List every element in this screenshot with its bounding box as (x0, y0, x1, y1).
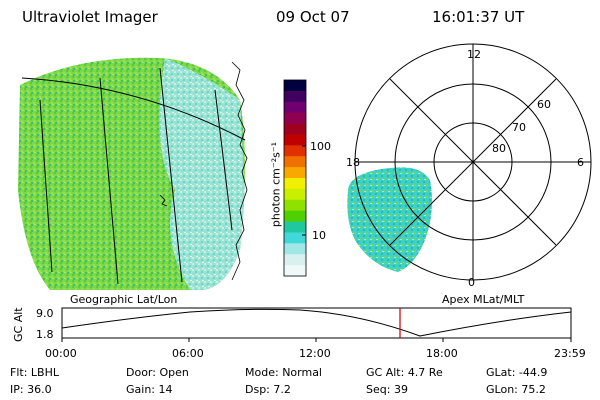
orbit-plot (61, 307, 572, 342)
colorbar-segment (284, 134, 306, 146)
colorbar-tick-100: 100 (310, 140, 331, 153)
polar-aurora-region (347, 167, 433, 272)
colorbar-segment (284, 101, 306, 114)
time-label: 16:01:37 UT (432, 8, 525, 26)
status-mode: Mode: Normal (245, 366, 322, 379)
lat-lon-grid (21, 67, 246, 285)
colorbar-segment (284, 123, 306, 135)
mlt-label-6: 6 (577, 156, 584, 169)
status-glon: GLon: 75.2 (486, 383, 546, 396)
orbit-xtick: 18:00 (426, 347, 458, 360)
colorbar-segment (284, 188, 306, 201)
orbit-xtick: 23:59 (554, 347, 586, 360)
colorbar-unit-label: photon cm⁻²s⁻¹ (269, 141, 283, 228)
colorbar-segment (284, 265, 306, 277)
date-label: 09 Oct 07 (276, 8, 350, 26)
right-map-caption: Apex MLat/MLT (442, 293, 525, 306)
colorbar-segment (284, 232, 306, 244)
status-flt: Flt: LBHL (10, 366, 59, 379)
status-dsp: Dsp: 7.2 (245, 383, 291, 396)
lat-label-80: 80 (492, 142, 506, 155)
coastline (159, 61, 248, 281)
colorbar-segment (284, 210, 306, 223)
altitude-curve (61, 308, 572, 337)
colorbar-segment (284, 156, 306, 168)
colorbar-gradient (284, 80, 306, 277)
geographic-map (18, 57, 248, 290)
colorbar (283, 79, 307, 277)
left-map-caption: Geographic Lat/Lon (70, 293, 178, 306)
status-door: Door: Open (126, 366, 189, 379)
orbit-ytick-min: 1.8 (36, 328, 54, 341)
colorbar-segment (284, 80, 306, 92)
orbit-ylabel: GC Alt (12, 307, 25, 342)
lat-label-70: 70 (512, 121, 526, 134)
colorbar-segment (284, 199, 306, 212)
status-gain: Gain: 14 (126, 383, 173, 396)
status-glat: GLat: -44.9 (486, 366, 548, 379)
status-seq: Seq: 39 (366, 383, 408, 396)
orbit-xtick: 00:00 (45, 347, 77, 360)
orbit-ytick-max: 9.0 (36, 307, 54, 320)
colorbar-segment (284, 145, 306, 157)
colorbar-segment (284, 254, 306, 266)
instrument-title: Ultraviolet Imager (22, 8, 158, 26)
colorbar-segment (284, 243, 306, 255)
colorbar-segment (284, 178, 306, 190)
left-image-region (18, 57, 245, 290)
colorbar-tick-10: 10 (312, 229, 326, 242)
colorbar-segment (284, 112, 306, 125)
polar-plot (347, 43, 592, 281)
lat-label-60: 60 (537, 98, 551, 111)
colorbar-segment (284, 221, 306, 233)
mlt-label-12: 12 (467, 48, 481, 61)
mlt-label-0: 0 (468, 276, 475, 289)
mlt-label-18: 18 (346, 156, 360, 169)
status-ip: IP: 36.0 (10, 383, 52, 396)
status-gc-alt: GC Alt: 4.7 Re (366, 366, 443, 379)
colorbar-segment (284, 90, 306, 103)
orbit-xtick: 12:00 (299, 347, 331, 360)
colorbar-segment (284, 167, 306, 179)
polar-grid (354, 43, 592, 281)
orbit-xtick: 06:00 (172, 347, 204, 360)
